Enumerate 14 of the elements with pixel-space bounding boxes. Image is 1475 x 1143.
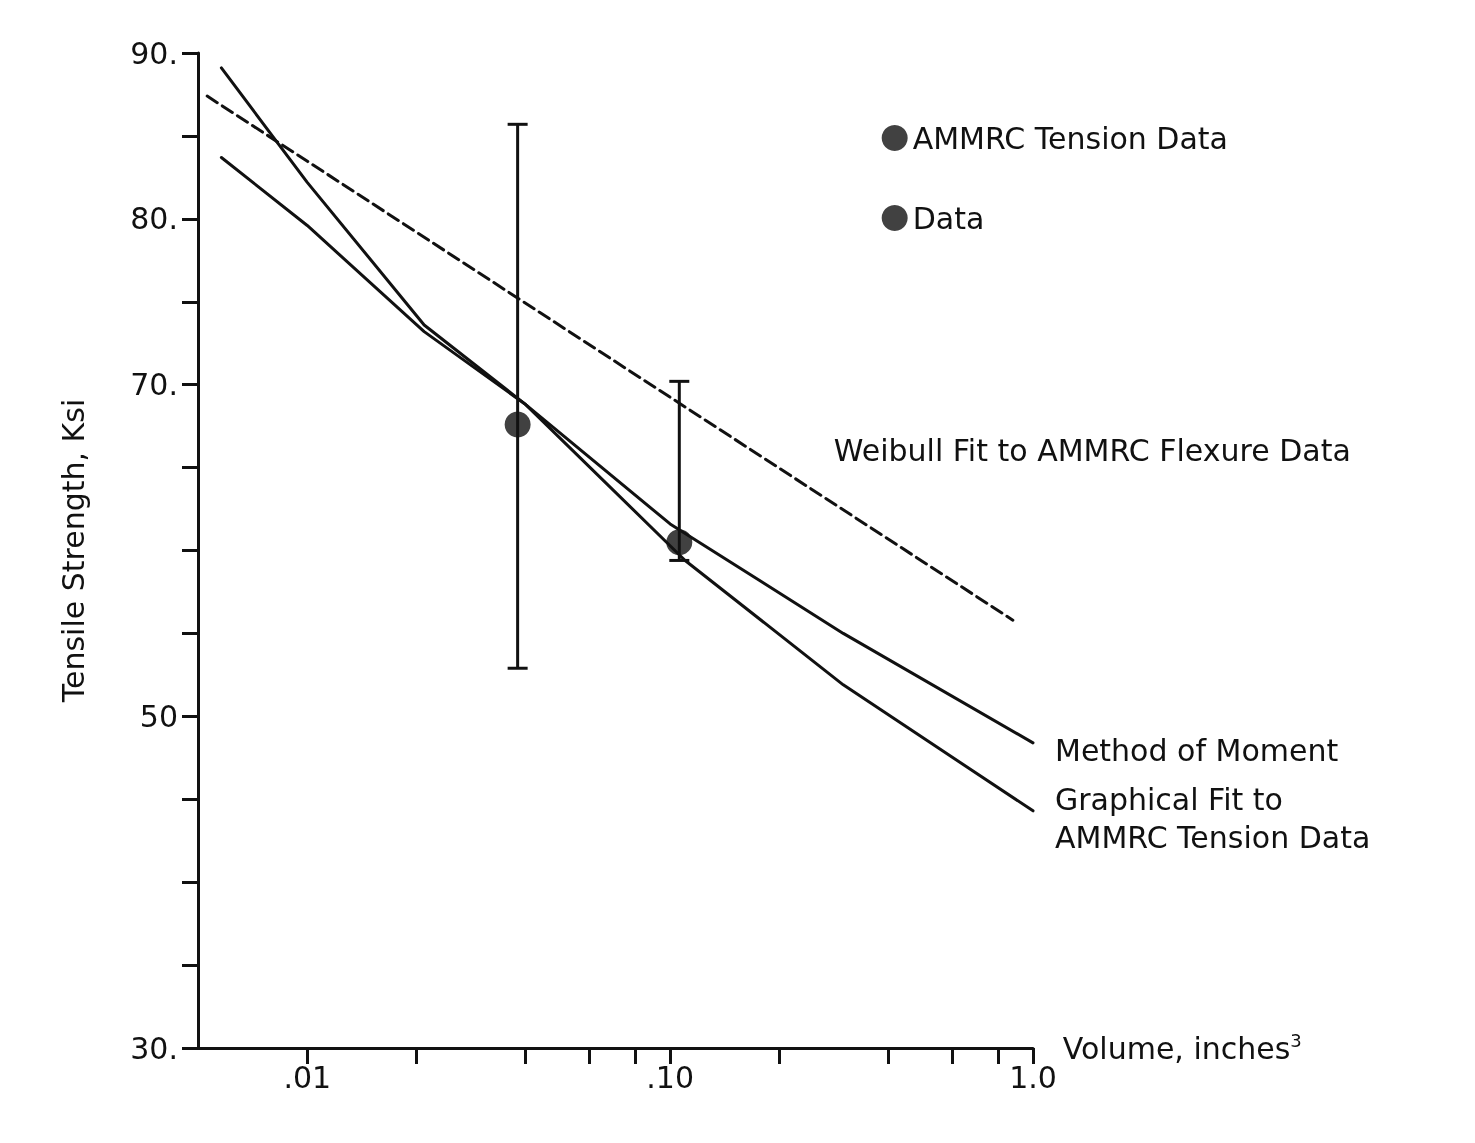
y-tick-label: 90. (130, 35, 178, 71)
y-tick-label: 70. (130, 367, 178, 403)
x-tick-label: .01 (283, 1059, 332, 1095)
series-label: Method of Moment (1055, 733, 1339, 769)
series-label: Weibull Fit to AMMRC Flexure Data (833, 432, 1351, 468)
x-tick-label: .10 (646, 1059, 694, 1095)
y-axis-title: Tensile Strength, Ksi (55, 398, 91, 704)
legend-label: Data (912, 200, 985, 236)
legend-label: AMMRC Tension Data (912, 120, 1229, 156)
y-tick-label: 50 (139, 698, 178, 734)
y-tick-label: 30. (130, 1030, 178, 1066)
x-tick-label: 1.0 (1009, 1059, 1057, 1095)
series-label: Graphical Fit to AMMRC Tension Data (1055, 782, 1371, 856)
y-tick-label: 80. (130, 201, 178, 237)
